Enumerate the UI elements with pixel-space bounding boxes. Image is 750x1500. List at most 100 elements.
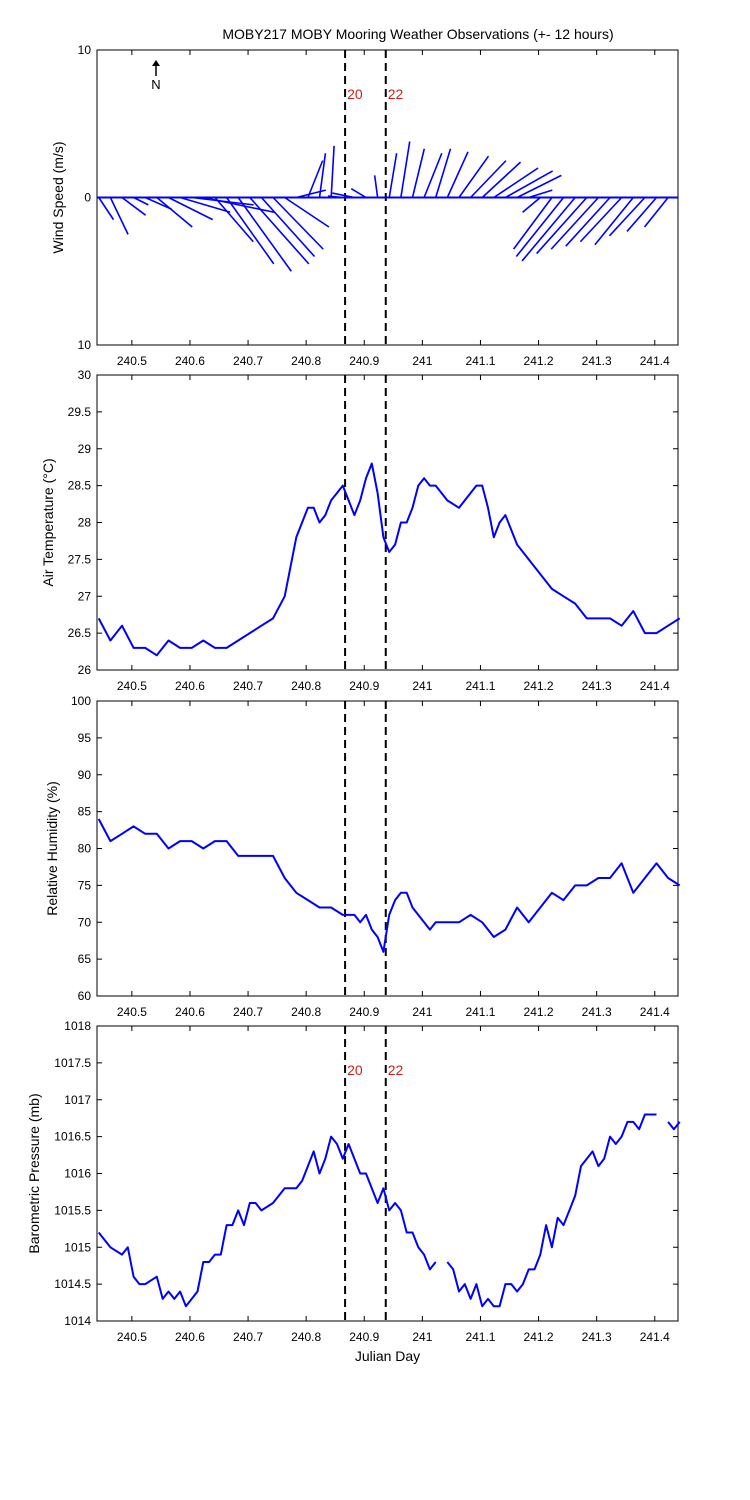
wind-vector bbox=[400, 141, 411, 198]
wind-vector bbox=[411, 148, 426, 198]
wind-vector bbox=[168, 196, 214, 221]
wind-vector bbox=[594, 196, 634, 246]
x-tick-label: 240.5 bbox=[117, 354, 147, 368]
x-tick-label: 241.1 bbox=[465, 679, 495, 693]
x-tick-label: 240.8 bbox=[291, 354, 321, 368]
wind-vector bbox=[434, 148, 452, 198]
marker-label: 22 bbox=[388, 1062, 404, 1078]
wind-vector bbox=[284, 196, 330, 228]
marker-label: 22 bbox=[388, 86, 404, 102]
wind-vector bbox=[121, 196, 147, 216]
wind-vector bbox=[565, 196, 611, 247]
axes-box-3 bbox=[96, 700, 679, 997]
y-tick-label: 29 bbox=[78, 442, 92, 456]
x-tick-label: 241.2 bbox=[524, 679, 554, 693]
wind-vector bbox=[470, 160, 507, 199]
x-tick-label: 240.8 bbox=[291, 1005, 321, 1019]
x-tick-label: 241.3 bbox=[582, 1005, 612, 1019]
x-tick-label: 241 bbox=[412, 1005, 432, 1019]
y-tick-label: 30 bbox=[78, 368, 92, 382]
y-tick-label: 26.5 bbox=[68, 626, 92, 640]
marker-label: 20 bbox=[347, 1062, 363, 1078]
wind-vector bbox=[512, 197, 553, 250]
x-tick-label: 240.7 bbox=[233, 1005, 263, 1019]
y-axis-label-3: Relative Humidity (%) bbox=[44, 781, 60, 916]
x-tick-label: 240.7 bbox=[233, 1330, 263, 1344]
y-tick-label: 1018 bbox=[64, 1019, 91, 1033]
wind-vector bbox=[550, 196, 599, 250]
wind-vector bbox=[109, 197, 129, 235]
figure-title: MOBY217 MOBY Mooring Weather Observation… bbox=[222, 26, 613, 42]
wind-vector bbox=[608, 196, 646, 237]
wind-vector bbox=[179, 196, 231, 214]
wind-vector bbox=[318, 153, 327, 198]
series-line bbox=[97, 818, 681, 953]
y-tick-label: 70 bbox=[78, 915, 92, 929]
y-tick-label: 65 bbox=[78, 952, 92, 966]
wind-vector bbox=[327, 195, 343, 199]
x-tick-label: 241.2 bbox=[524, 354, 554, 368]
wind-vector bbox=[528, 189, 553, 199]
y-tick-label: 75 bbox=[78, 878, 92, 892]
wind-vector bbox=[446, 151, 469, 198]
y-tick-label: 95 bbox=[78, 731, 92, 745]
wind-vector bbox=[626, 196, 658, 232]
north-arrow-head-icon bbox=[152, 60, 160, 66]
x-tick-label: 241.1 bbox=[465, 354, 495, 368]
x-tick-label: 240.8 bbox=[291, 1330, 321, 1344]
series-line bbox=[667, 1121, 681, 1131]
y-tick-label: 1017.5 bbox=[54, 1056, 91, 1070]
wind-vector bbox=[373, 175, 379, 198]
y-tick-label: 85 bbox=[78, 805, 92, 819]
y-tick-label: 26 bbox=[78, 663, 92, 677]
y-tick-label: 80 bbox=[78, 842, 92, 856]
y-tick-label: 10 bbox=[78, 338, 92, 352]
x-tick-label: 240.6 bbox=[175, 679, 205, 693]
x-tick-label: 241.1 bbox=[465, 1330, 495, 1344]
y-axis-label-2: Air Temperature (°C) bbox=[40, 458, 56, 586]
wind-vector bbox=[260, 196, 316, 258]
y-tick-label: 29.5 bbox=[68, 405, 92, 419]
x-tick-label: 240.5 bbox=[117, 1330, 147, 1344]
wind-vector bbox=[133, 196, 149, 206]
x-tick-label: 240.7 bbox=[233, 354, 263, 368]
y-tick-label: 1016.5 bbox=[54, 1130, 91, 1144]
x-tick-label: 241.4 bbox=[640, 354, 670, 368]
wind-vector bbox=[330, 145, 335, 198]
north-label: N bbox=[151, 77, 160, 92]
wind-vector bbox=[423, 152, 443, 198]
wind-vector bbox=[225, 197, 275, 265]
wind-vector bbox=[388, 153, 398, 198]
wind-vector bbox=[493, 167, 539, 199]
wind-vector bbox=[481, 161, 522, 199]
y-tick-label: 100 bbox=[71, 694, 91, 708]
x-tick-label: 240.9 bbox=[349, 1330, 379, 1344]
y-tick-label: 1016 bbox=[64, 1167, 91, 1181]
y-tick-label: 28.5 bbox=[68, 479, 92, 493]
wind-vector bbox=[332, 192, 355, 199]
y-tick-label: 1017 bbox=[64, 1093, 91, 1107]
y-tick-label: 60 bbox=[78, 989, 92, 1003]
y-axis-label-1: Wind Speed (m/s) bbox=[50, 141, 66, 253]
x-tick-label: 241.4 bbox=[640, 679, 670, 693]
x-tick-label: 240.5 bbox=[117, 1005, 147, 1019]
wind-vector bbox=[516, 174, 562, 199]
y-tick-label: 10 bbox=[78, 43, 92, 57]
y-tick-label: 1015.5 bbox=[54, 1203, 91, 1217]
series-line bbox=[446, 1113, 657, 1308]
x-tick-label: 240.6 bbox=[175, 1330, 205, 1344]
wind-vector bbox=[643, 197, 669, 228]
series-line bbox=[97, 462, 681, 657]
x-tick-label: 241.3 bbox=[582, 354, 612, 368]
x-tick-label: 240.9 bbox=[349, 1005, 379, 1019]
x-tick-label: 240.6 bbox=[175, 354, 205, 368]
y-tick-label: 28 bbox=[78, 516, 92, 530]
x-tick-label: 240.9 bbox=[349, 679, 379, 693]
wind-vector bbox=[458, 155, 490, 198]
axes-box-2 bbox=[96, 374, 679, 671]
y-tick-label: 27 bbox=[78, 589, 92, 603]
x-tick-label: 241.2 bbox=[524, 1330, 554, 1344]
marker-label: 20 bbox=[347, 86, 363, 102]
wind-vector bbox=[272, 196, 324, 250]
